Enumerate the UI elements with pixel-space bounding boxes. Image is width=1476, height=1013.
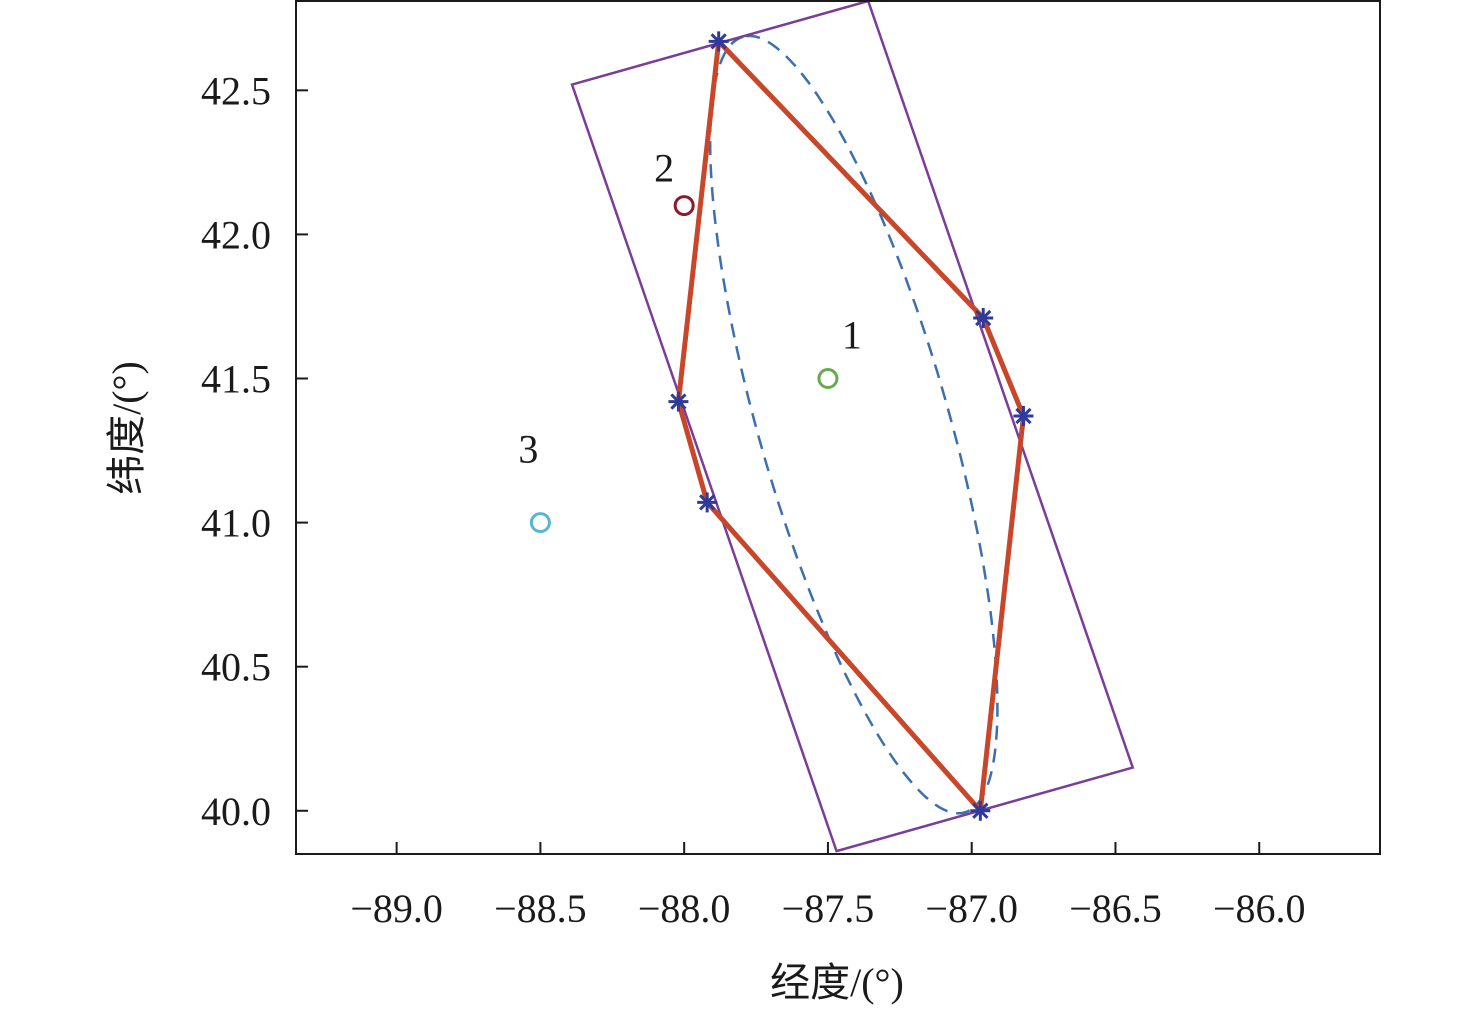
- point-3-label: 3: [518, 427, 538, 472]
- x-axis-title: 经度/(°): [770, 960, 904, 1005]
- y-tick-label: 42.5: [201, 68, 271, 113]
- x-tick-label: −88.0: [638, 886, 731, 931]
- asterisk-stroke: [670, 393, 687, 410]
- x-tick-label: −89.0: [350, 886, 443, 931]
- x-tick-label: −87.5: [782, 886, 875, 931]
- bounding-rectangle: [570, 1, 1135, 853]
- x-tick-label: −87.0: [925, 886, 1018, 931]
- vertex-marker-5: [697, 492, 718, 513]
- vertex-marker-6: [668, 391, 689, 412]
- point-2-marker: [673, 195, 695, 217]
- y-tick-label: 40.5: [201, 645, 271, 690]
- point-3-marker: [529, 512, 551, 534]
- x-tick-label: −88.5: [494, 886, 587, 931]
- asterisk-stroke: [710, 33, 727, 50]
- vertex-marker-3: [1013, 405, 1034, 426]
- plot-shapes: 1 2 3: [518, 1, 1135, 853]
- y-tick-label: 40.0: [201, 789, 271, 834]
- vertex-marker-4: [970, 800, 991, 821]
- vertex-marker-2: [973, 307, 994, 328]
- y-tick-label: 41.0: [201, 501, 271, 546]
- point-1-label: 1: [842, 313, 862, 358]
- plot-frame: [295, 0, 1381, 855]
- y-axis-title: 纬度/(°): [104, 361, 149, 495]
- vertex-marker-1: [708, 31, 729, 52]
- asterisk-stroke: [975, 309, 992, 327]
- y-tick-label: 42.0: [201, 212, 271, 257]
- axes: −89.0 −88.5 −88.0 −87.5 −87.0 −86.5 −86.0 40.0 4…: [201, 0, 1381, 931]
- asterisk-stroke: [699, 494, 716, 511]
- y-tick-label: 41.5: [201, 357, 271, 402]
- x-tick-label: −86.5: [1069, 886, 1162, 931]
- point-1-marker: [817, 368, 839, 390]
- asterisk-stroke: [1015, 407, 1032, 425]
- convex-hull-hexagon: [675, 38, 1026, 814]
- point-2-label: 2: [654, 146, 674, 191]
- fitted-ellipse: [708, 34, 999, 815]
- asterisk-stroke: [972, 802, 989, 819]
- x-tick-label: −86.0: [1213, 886, 1306, 931]
